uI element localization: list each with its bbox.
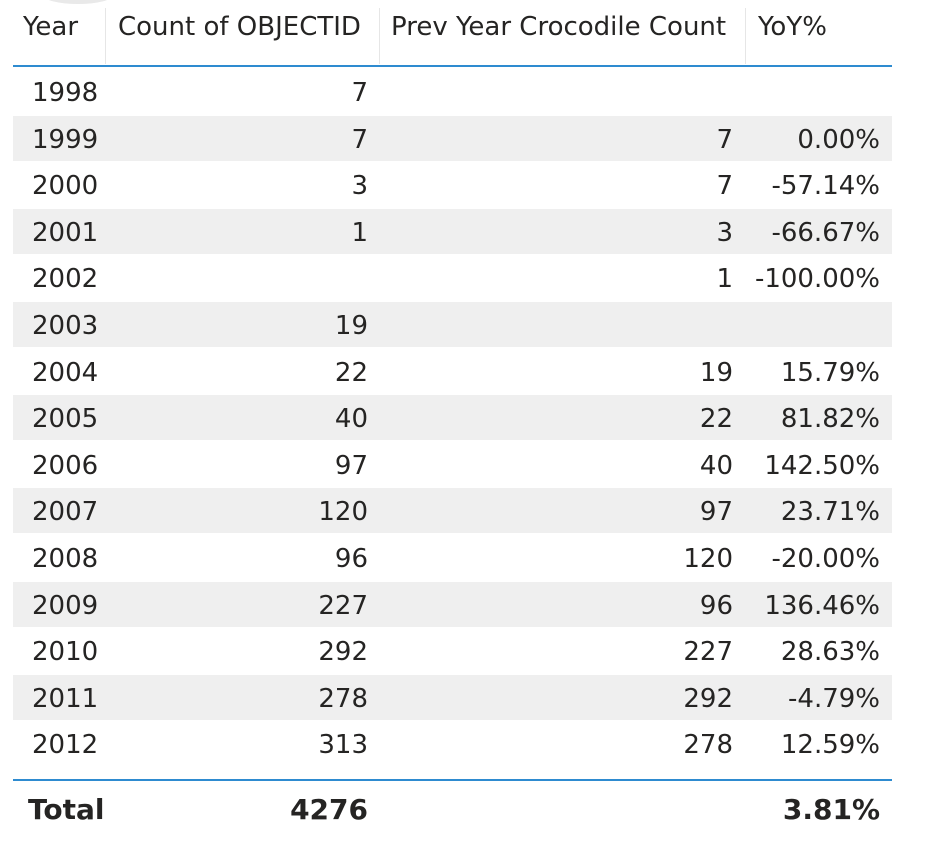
cell-year: 2006 [32, 450, 99, 481]
table-row[interactable]: 2012 313 278 12.59% [13, 721, 892, 766]
header-count-of-objectid[interactable]: Count of OBJECTID [118, 12, 361, 42]
cell-prev-year-count: 7 [716, 171, 733, 202]
cell-prev-year-count: 1 [716, 264, 733, 295]
header-prev-year-crocodile-count[interactable]: Prev Year Crocodile Count [391, 12, 727, 42]
table-row[interactable]: 2005 40 22 81.82% [13, 395, 892, 441]
cell-yoy-percent: -57.14% [771, 171, 880, 202]
total-row: Total 4276 3.81% [13, 779, 892, 839]
cell-prev-year-count: 227 [683, 637, 733, 668]
table-row[interactable]: 2011 278 292 -4.79% [13, 674, 892, 720]
cell-year: 2012 [32, 730, 99, 761]
cell-count: 7 [351, 78, 368, 108]
cell-year: 2002 [32, 264, 99, 295]
cell-year: 2004 [32, 357, 99, 388]
cell-count: 120 [318, 497, 368, 528]
cell-yoy-percent: 15.79% [780, 357, 880, 388]
cell-prev-year-count: 278 [683, 730, 733, 761]
cell-prev-year-count: 40 [699, 450, 733, 481]
column-separator[interactable] [379, 8, 380, 64]
table-row[interactable]: 2007 120 97 23.71% [13, 488, 892, 534]
cell-prev-year-count: 22 [699, 404, 733, 435]
cell-year: 1998 [32, 78, 99, 108]
cell-count: 19 [334, 310, 368, 341]
cell-yoy-percent: 142.50% [764, 450, 880, 481]
cell-year: 2010 [32, 637, 99, 668]
cell-yoy-percent: -4.79% [788, 683, 880, 714]
table-row[interactable]: 2000 3 7 -57.14% [13, 162, 892, 207]
cell-yoy-percent: 0.00% [797, 124, 880, 155]
total-yoy: 3.81% [782, 793, 880, 826]
matrix-table: Year Count of OBJECTID Prev Year Crocodi… [13, 0, 892, 826]
table-row[interactable]: 2004 22 19 15.79% [13, 349, 892, 394]
table-row[interactable]: 2009 227 96 136.46% [13, 581, 892, 627]
table-row[interactable]: 2010 292 227 28.63% [13, 628, 892, 673]
cell-year: 2001 [32, 217, 99, 248]
cell-yoy-percent: 28.63% [780, 637, 880, 668]
cell-yoy-percent: -20.00% [771, 543, 880, 574]
cell-year: 2007 [32, 497, 99, 528]
table-row[interactable]: 2003 19 [13, 301, 892, 347]
cell-prev-year-count: 120 [683, 543, 733, 574]
cell-yoy-percent: 81.82% [780, 404, 880, 435]
cell-count: 292 [318, 637, 368, 668]
table-row[interactable]: 1998 7 [13, 69, 892, 114]
cell-year: 2005 [32, 404, 99, 435]
header-year[interactable]: Year [23, 12, 79, 42]
cell-count: 313 [318, 730, 368, 761]
header-yoy-percent[interactable]: YoY% [758, 12, 827, 42]
table-body: 1998 7 1999 7 7 0.00% 2000 3 7 -57.14% 2001 1 3 -66.6… [13, 69, 892, 766]
table-row[interactable]: 2006 97 40 142.50% [13, 442, 892, 487]
table-row[interactable]: 2001 1 3 -66.67% [13, 208, 892, 254]
table-header: Year Count of OBJECTID Prev Year Crocodi… [13, 0, 892, 67]
cell-year: 1999 [32, 124, 99, 155]
cell-count: 40 [334, 404, 368, 435]
cell-count: 97 [334, 450, 368, 481]
table-row[interactable]: 1999 7 7 0.00% [13, 115, 892, 161]
cell-yoy-percent: -66.67% [771, 217, 880, 248]
cell-year: 2011 [32, 683, 99, 714]
column-separator[interactable] [745, 8, 746, 64]
cell-count: 227 [318, 590, 368, 621]
table-row[interactable]: 2008 96 120 -20.00% [13, 535, 892, 580]
cell-count: 7 [351, 124, 368, 155]
table-row[interactable]: 2002 1 -100.00% [13, 255, 892, 300]
total-label: Total [28, 793, 105, 826]
cell-year: 2000 [32, 171, 99, 202]
cell-prev-year-count: 19 [699, 357, 733, 388]
cell-count: 96 [334, 543, 368, 574]
cell-count: 22 [334, 357, 368, 388]
cell-prev-year-count: 96 [699, 590, 733, 621]
cell-count: 1 [351, 217, 368, 248]
cell-count: 3 [351, 171, 368, 202]
cell-yoy-percent: -100.00% [754, 264, 880, 295]
cell-year: 2008 [32, 543, 99, 574]
cell-prev-year-count: 97 [699, 497, 733, 528]
cell-year: 2003 [32, 310, 99, 341]
corner-artifact [43, 0, 113, 4]
cell-prev-year-count: 3 [716, 217, 733, 248]
cell-yoy-percent: 12.59% [780, 730, 880, 761]
cell-yoy-percent: 23.71% [780, 497, 880, 528]
total-count: 4276 [290, 793, 368, 826]
column-separator[interactable] [105, 8, 106, 64]
cell-year: 2009 [32, 590, 99, 621]
cell-count: 278 [318, 683, 368, 714]
cell-yoy-percent: 136.46% [764, 590, 880, 621]
cell-prev-year-count: 7 [716, 124, 733, 155]
cell-prev-year-count: 292 [683, 683, 733, 714]
